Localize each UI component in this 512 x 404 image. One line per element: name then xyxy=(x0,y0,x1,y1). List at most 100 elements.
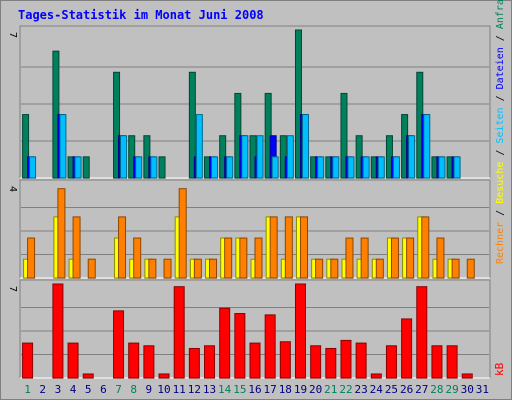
bar-kb-day-30 xyxy=(462,374,472,378)
x-tick-label: 22 xyxy=(339,383,352,396)
bar-rechner-day-8 xyxy=(134,238,141,278)
x-tick-label: 17 xyxy=(264,383,277,396)
bar-rechner-day-21 xyxy=(331,259,338,278)
x-tick-label: 29 xyxy=(445,383,458,396)
bar-kb-day-13 xyxy=(205,346,215,378)
bar-kb-day-14 xyxy=(220,308,230,378)
legend-besuche: Besuche xyxy=(495,162,506,204)
bar-kb-day-29 xyxy=(447,346,457,378)
x-tick-label: 8 xyxy=(130,383,137,396)
x-tick-label: 13 xyxy=(203,383,216,396)
bar-kb-day-23 xyxy=(356,343,366,378)
legend-text: Rechner / Besuche / Seiten / Dateien / A… xyxy=(495,0,506,264)
bar-kb-day-8 xyxy=(129,343,139,378)
bar-seiten-day-21 xyxy=(333,157,339,178)
bar-seiten-day-28 xyxy=(439,157,445,178)
x-tick-label: 7 xyxy=(115,383,122,396)
legend-separator: / xyxy=(495,144,506,162)
x-tick-label: 25 xyxy=(385,383,398,396)
legend-separator: / xyxy=(495,29,506,47)
bar-kb-day-19 xyxy=(295,284,305,378)
bar-kb-day-22 xyxy=(341,340,351,378)
bar-kb-day-9 xyxy=(144,346,154,378)
bar-rechner-day-25 xyxy=(391,238,398,278)
bar-seiten-day-15 xyxy=(242,136,248,178)
x-tick-label: 19 xyxy=(294,383,307,396)
bar-rechner-day-28 xyxy=(437,238,444,278)
bar-rechner-day-7 xyxy=(119,217,126,278)
x-tick-label: 3 xyxy=(55,383,62,396)
x-tick-label: 12 xyxy=(188,383,201,396)
bar-kb-day-10 xyxy=(159,374,169,378)
x-tick-label: 6 xyxy=(100,383,107,396)
bar-seiten-day-17 xyxy=(272,157,278,178)
bar-rechner-day-11 xyxy=(179,189,186,278)
bar-rechner-day-12 xyxy=(194,259,201,278)
panel-max-label: 4 xyxy=(7,186,18,192)
bar-rechner-day-22 xyxy=(346,238,353,278)
bar-rechner-day-29 xyxy=(452,259,459,278)
bar-rechner-day-3 xyxy=(58,189,65,278)
bar-rechner-day-24 xyxy=(376,259,383,278)
bar-kb-day-18 xyxy=(280,342,290,378)
x-tick-label: 27 xyxy=(415,383,428,396)
bar-seiten-day-27 xyxy=(424,115,430,178)
chart-title: Tages-Statistik im Monat Juni 2008 xyxy=(18,8,264,22)
bar-seiten-day-12 xyxy=(196,115,202,178)
bar-seiten-day-22 xyxy=(348,157,354,178)
x-tick-label: 20 xyxy=(309,383,322,396)
bar-rechner-day-9 xyxy=(149,259,156,278)
bar-seiten-day-23 xyxy=(363,157,369,178)
bar-kb-day-16 xyxy=(250,343,260,378)
bar-seiten-day-14 xyxy=(227,157,233,178)
x-tick-label: 9 xyxy=(146,383,153,396)
bar-kb-day-11 xyxy=(174,287,184,378)
bar-rechner-day-15 xyxy=(240,238,247,278)
bar-rechner-day-18 xyxy=(285,217,292,278)
x-tick-label: 23 xyxy=(355,383,368,396)
bar-rechner-day-20 xyxy=(316,259,323,278)
bar-seiten-day-9 xyxy=(151,157,157,178)
bar-kb-day-12 xyxy=(189,348,199,378)
x-tick-label: 14 xyxy=(218,383,232,396)
x-tick-label: 1 xyxy=(24,383,31,396)
bar-kb-day-4 xyxy=(68,343,78,378)
bar-seiten-day-25 xyxy=(393,157,399,178)
x-tick-label: 24 xyxy=(370,383,384,396)
bar-rechner-day-26 xyxy=(407,238,414,278)
bar-seiten-day-3 xyxy=(60,115,66,178)
x-tick-label: 26 xyxy=(400,383,413,396)
panel-max-label: 7 xyxy=(7,286,18,292)
bar-seiten-day-29 xyxy=(454,157,460,178)
x-tick-label: 18 xyxy=(279,383,292,396)
bar-rechner-day-5 xyxy=(88,259,95,278)
bar-kb-day-1 xyxy=(23,343,33,378)
bar-kb-day-27 xyxy=(417,287,427,378)
x-tick-label: 4 xyxy=(70,383,77,396)
bar-rechner-day-14 xyxy=(225,238,232,278)
x-tick-label: 11 xyxy=(173,383,186,396)
x-tick-label: 31 xyxy=(476,383,489,396)
bar-seiten-day-8 xyxy=(136,157,142,178)
x-tick-label: 2 xyxy=(39,383,46,396)
bar-kb-day-3 xyxy=(53,284,63,378)
bar-rechner-day-23 xyxy=(361,238,368,278)
x-tick-label: 30 xyxy=(461,383,474,396)
legend-seiten: Seiten xyxy=(495,107,506,143)
bar-kb-day-28 xyxy=(432,346,442,378)
bar-kb-day-7 xyxy=(114,311,124,378)
bar-seiten-day-19 xyxy=(302,115,308,178)
bar-anfragen-day-5 xyxy=(83,157,89,178)
bar-kb-day-20 xyxy=(311,346,321,378)
x-tick-label: 15 xyxy=(233,383,246,396)
legend-separator: / xyxy=(495,204,506,222)
bar-anfragen-day-10 xyxy=(159,157,165,178)
bar-kb-day-5 xyxy=(83,374,93,378)
bar-kb-day-25 xyxy=(386,346,396,378)
bar-rechner-day-30 xyxy=(467,259,474,278)
bar-seiten-day-16 xyxy=(257,136,263,178)
legend-separator: / xyxy=(495,89,506,107)
